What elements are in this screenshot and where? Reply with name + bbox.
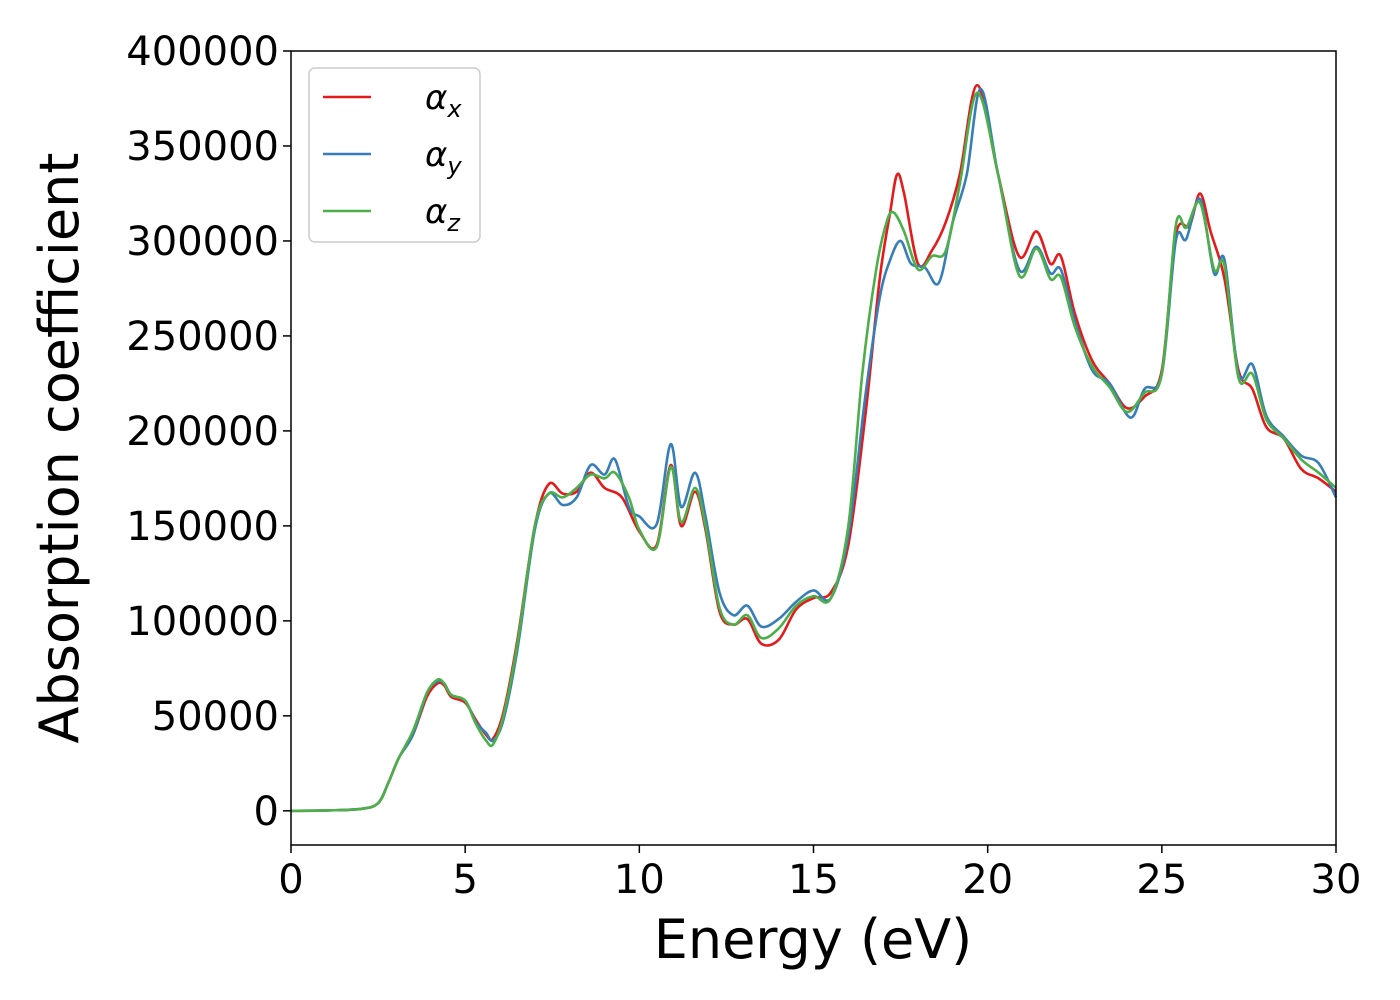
x-tick-label: 0 bbox=[278, 857, 303, 903]
legend-label-y: αy bbox=[425, 135, 462, 180]
legend-label-z: αz bbox=[425, 192, 461, 237]
legend: αx αy αz bbox=[308, 67, 481, 243]
legend-items: αx αy αz bbox=[323, 78, 462, 237]
y-tick-label: 350000 bbox=[126, 124, 279, 170]
x-tick-label: 15 bbox=[788, 857, 839, 903]
x-tick-label: 20 bbox=[962, 857, 1013, 903]
series-layer bbox=[290, 83, 1338, 813]
y-tick-label: 200000 bbox=[126, 409, 279, 455]
legend-box bbox=[308, 67, 481, 243]
y-tick-label: 50000 bbox=[152, 694, 279, 740]
x-axis-label: Energy (eV) bbox=[654, 908, 973, 971]
x-tick-label: 30 bbox=[1311, 857, 1362, 903]
y-tick-label: 400000 bbox=[126, 29, 279, 75]
x-tick-label: 5 bbox=[452, 857, 477, 903]
x-ticks: 0 5 10 15 20 25 30 bbox=[278, 845, 1361, 903]
y-tick-label: 150000 bbox=[126, 504, 279, 550]
legend-label-x: αx bbox=[425, 78, 462, 123]
x-tick-label: 25 bbox=[1136, 857, 1187, 903]
y-tick-label: 0 bbox=[254, 789, 279, 835]
series-line-z bbox=[290, 91, 1337, 813]
y-tick-label: 100000 bbox=[126, 599, 279, 645]
y-ticks: 0 50000 100000 150000 200000 250000 300000 3500… bbox=[126, 29, 291, 835]
y-tick-label: 250000 bbox=[126, 314, 279, 360]
y-axis-label: Absorption coefficient bbox=[28, 153, 91, 744]
x-tick-label: 10 bbox=[614, 857, 665, 903]
y-tick-label: 300000 bbox=[126, 219, 279, 265]
